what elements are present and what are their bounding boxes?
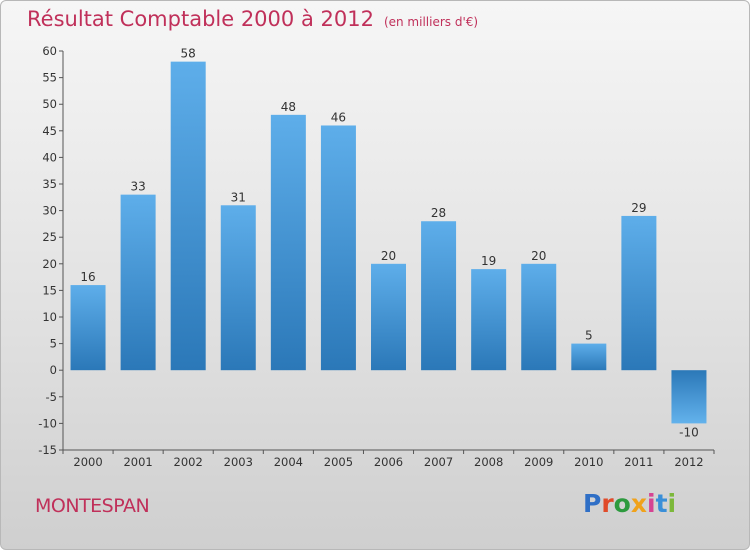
x-tick-label-2008: 2008 bbox=[474, 455, 503, 469]
x-tick-label-2004: 2004 bbox=[274, 455, 303, 469]
chart-bars bbox=[70, 61, 707, 424]
x-tick-label-2010: 2010 bbox=[574, 455, 603, 469]
y-tick-label: 20 bbox=[42, 257, 57, 271]
y-tick-label: 30 bbox=[42, 204, 57, 218]
proxiti-logo: Proxiti bbox=[583, 489, 677, 518]
y-tick-label: -5 bbox=[46, 390, 57, 404]
bar-2008 bbox=[471, 269, 507, 371]
town-name: MONTESPAN bbox=[35, 495, 150, 517]
y-tick-label: 35 bbox=[42, 177, 57, 191]
y-tick-label: -15 bbox=[38, 443, 57, 457]
value-label-2008: 19 bbox=[481, 254, 496, 268]
y-tick-label: 55 bbox=[42, 71, 57, 85]
value-label-2012: -10 bbox=[679, 425, 699, 439]
bar-2000 bbox=[70, 285, 106, 371]
chart-title: Résultat Comptable 2000 à 2012 (en millie… bbox=[27, 7, 478, 31]
x-tick-label-2007: 2007 bbox=[424, 455, 453, 469]
y-tick-label: 5 bbox=[50, 337, 57, 351]
value-label-2011: 29 bbox=[631, 201, 646, 215]
x-tick-label-2002: 2002 bbox=[174, 455, 203, 469]
x-tick-label-2009: 2009 bbox=[524, 455, 553, 469]
bar-2003 bbox=[220, 205, 256, 371]
y-tick-label: 15 bbox=[42, 283, 57, 297]
bar-2010 bbox=[571, 343, 607, 371]
y-tick-label: 60 bbox=[42, 44, 57, 58]
bar-2009 bbox=[521, 263, 557, 371]
value-label-2007: 28 bbox=[431, 206, 446, 220]
chart-value-labels: 16 33 58 31 48 46 20 28 19 20 5 29 -10 bbox=[80, 47, 698, 440]
y-tick-label: 25 bbox=[42, 230, 57, 244]
x-tick-label-2012: 2012 bbox=[674, 455, 703, 469]
value-label-2002: 58 bbox=[181, 47, 196, 61]
x-tick-label-2011: 2011 bbox=[624, 455, 653, 469]
x-tick-label-2006: 2006 bbox=[374, 455, 403, 469]
y-tick-label: 45 bbox=[42, 124, 57, 138]
x-tick-label-2001: 2001 bbox=[123, 455, 152, 469]
bar-2005 bbox=[320, 125, 356, 371]
value-label-2001: 33 bbox=[130, 180, 145, 194]
bar-2002 bbox=[170, 61, 206, 371]
bar-2001 bbox=[120, 194, 156, 371]
bar-2007 bbox=[421, 221, 457, 371]
y-tick-label: -10 bbox=[38, 416, 57, 430]
bar-2004 bbox=[270, 114, 306, 371]
value-label-2009: 20 bbox=[531, 249, 546, 263]
x-tick-label-2000: 2000 bbox=[73, 455, 102, 469]
value-label-2003: 31 bbox=[231, 190, 246, 204]
chart-title-unit: (en milliers d'€) bbox=[383, 15, 479, 29]
value-label-2005: 46 bbox=[331, 110, 346, 124]
value-label-2004: 48 bbox=[281, 100, 296, 114]
y-tick-label: 50 bbox=[42, 97, 57, 111]
value-label-2010: 5 bbox=[585, 329, 593, 343]
y-tick-label: 10 bbox=[42, 310, 57, 324]
x-tick-label-2005: 2005 bbox=[324, 455, 353, 469]
y-tick-label: 40 bbox=[42, 150, 57, 164]
x-tick-label-2003: 2003 bbox=[224, 455, 253, 469]
chart-title-main: Résultat Comptable 2000 à 2012 bbox=[27, 7, 374, 31]
value-label-2006: 20 bbox=[381, 249, 396, 263]
y-tick-label: 0 bbox=[50, 363, 57, 377]
bar-2011 bbox=[621, 215, 657, 371]
bar-2012 bbox=[671, 370, 707, 424]
bar-2006 bbox=[371, 263, 406, 371]
value-label-2000: 16 bbox=[80, 270, 95, 284]
